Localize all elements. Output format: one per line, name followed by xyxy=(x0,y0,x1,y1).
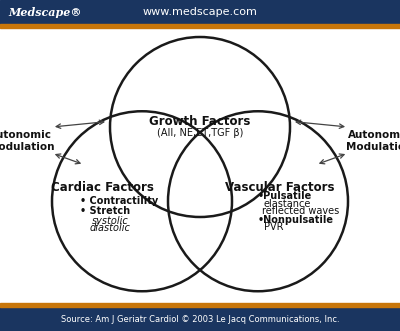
Text: Cardiac Factors: Cardiac Factors xyxy=(50,181,154,194)
Text: Medscape®: Medscape® xyxy=(8,7,82,18)
Text: elastance: elastance xyxy=(263,199,310,209)
Text: •Pulsatile: •Pulsatile xyxy=(258,191,312,201)
Text: • Contractility: • Contractility xyxy=(80,196,158,206)
Text: systolic: systolic xyxy=(92,215,129,225)
Text: reflected waves: reflected waves xyxy=(262,207,339,216)
Bar xyxy=(0,303,400,307)
Text: www.medscape.com: www.medscape.com xyxy=(142,7,258,17)
Text: Autonomic
Modulation: Autonomic Modulation xyxy=(346,129,400,152)
Bar xyxy=(0,0,400,24)
Text: Vascular Factors: Vascular Factors xyxy=(225,181,335,194)
Text: •Nonpulsatile: •Nonpulsatile xyxy=(258,215,334,225)
Bar xyxy=(0,24,400,28)
Text: Growth Factors: Growth Factors xyxy=(149,115,251,128)
Text: PVR: PVR xyxy=(264,222,284,232)
Bar xyxy=(0,307,400,331)
Text: diastolic: diastolic xyxy=(90,223,131,233)
Text: Source: Am J Geriatr Cardiol © 2003 Le Jacq Communications, Inc.: Source: Am J Geriatr Cardiol © 2003 Le J… xyxy=(61,314,339,323)
Text: • Stretch: • Stretch xyxy=(80,206,130,216)
Text: Autonomic
Modulation: Autonomic Modulation xyxy=(0,129,54,152)
Text: (AII, NE,ET,TGF β): (AII, NE,ET,TGF β) xyxy=(157,127,243,137)
